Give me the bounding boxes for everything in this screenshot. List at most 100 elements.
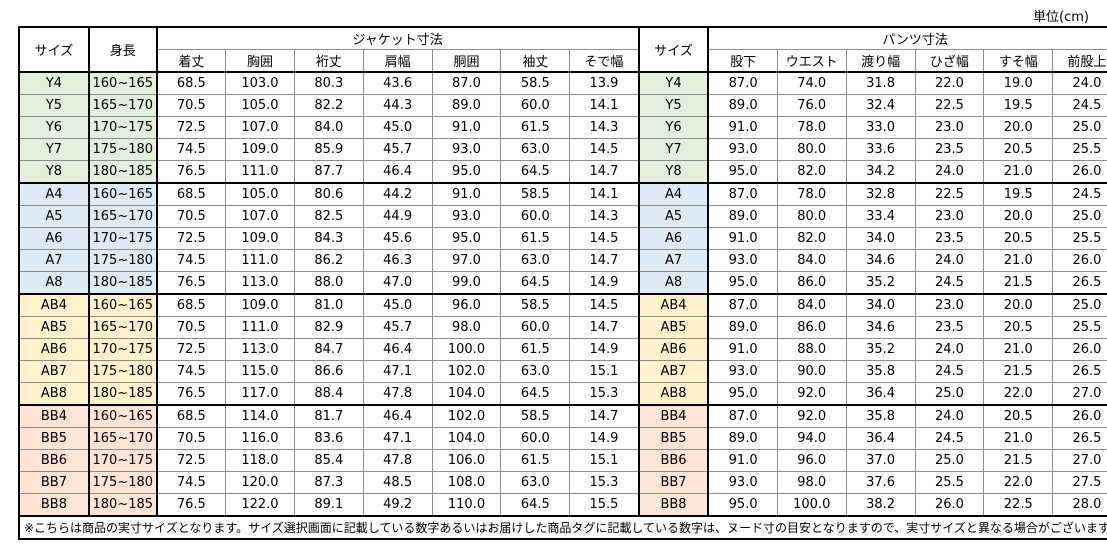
jacket-value: 61.5: [500, 449, 571, 472]
header-size: サイズ: [637, 26, 710, 73]
pants-value: 89.0: [707, 427, 778, 450]
pants-value: 24.0: [914, 338, 985, 361]
pants-value: 26.5: [1052, 427, 1107, 450]
pants-value: 21.5: [983, 360, 1054, 383]
jacket-value: 64.5: [500, 271, 571, 295]
jacket-value: 43.6: [362, 71, 433, 95]
jacket-value: 72.5: [156, 449, 227, 472]
size-cell: AB8: [637, 382, 710, 406]
pants-value: 25.0: [1052, 205, 1107, 228]
height-cell: 165~170: [88, 94, 158, 117]
pants-value: 86.0: [776, 271, 847, 295]
pants-value: 25.0: [914, 449, 985, 472]
pants-value: 24.0: [914, 160, 985, 184]
jacket-column-header: 着丈: [156, 49, 227, 73]
pants-value: 23.5: [914, 227, 985, 250]
pants-value: 24.5: [914, 271, 985, 295]
jacket-value: 45.0: [362, 293, 433, 317]
header-pants: パンツ寸法: [707, 26, 1107, 50]
jacket-value: 58.5: [500, 293, 571, 317]
pants-value: 19.0: [983, 71, 1054, 95]
height-cell: 180~185: [88, 493, 158, 517]
jacket-value: 47.8: [362, 382, 433, 406]
size-cell: AB7: [18, 360, 90, 383]
pants-value: 84.0: [776, 293, 847, 317]
pants-value: 89.0: [707, 94, 778, 117]
jacket-value: 14.7: [569, 404, 640, 428]
size-row: Y7 175~180 74.5 109.0 85.9 45.7 93.0 63.0 14.5 Y7…: [18, 138, 1107, 161]
jacket-value: 72.5: [156, 338, 227, 361]
pants-value: 33.4: [845, 205, 916, 228]
size-cell: Y6: [18, 116, 90, 139]
jacket-value: 86.6: [293, 360, 364, 383]
header-size: サイズ: [18, 26, 90, 73]
size-table: サイズ 身長 ジャケット寸法 サイズ パンツ寸法 着丈 胸囲 裄丈 肩幅 胴囲 袖丈 そで幅 股下 ウエス…: [18, 26, 1107, 540]
pants-value: 36.4: [845, 382, 916, 406]
size-cell: AB4: [637, 293, 710, 317]
jacket-value: 85.9: [293, 138, 364, 161]
pants-column-header: 股下: [707, 49, 778, 73]
pants-value: 34.2: [845, 160, 916, 184]
pants-value: 26.0: [1052, 404, 1107, 428]
pants-value: 90.0: [776, 360, 847, 383]
pants-value: 93.0: [707, 249, 778, 272]
jacket-value: 93.0: [431, 138, 502, 161]
jacket-value: 47.1: [362, 427, 433, 450]
jacket-value: 115.0: [225, 360, 295, 383]
pants-value: 35.2: [845, 338, 916, 361]
size-row: Y6 170~175 72.5 107.0 84.0 45.0 91.0 61.5 14.3 Y6…: [18, 116, 1107, 139]
pants-value: 22.5: [914, 94, 985, 117]
size-cell: Y4: [637, 71, 710, 95]
jacket-value: 76.5: [156, 271, 227, 295]
jacket-value: 14.9: [569, 338, 640, 361]
pants-value: 35.8: [845, 404, 916, 428]
jacket-value: 46.3: [362, 249, 433, 272]
size-row: BB6 170~175 72.5 118.0 85.4 47.8 106.0 61.5 15.1…: [18, 449, 1107, 472]
height-cell: 165~170: [88, 205, 158, 228]
pants-value: 26.0: [914, 493, 985, 517]
header-row: 着丈 胸囲 裄丈 肩幅 胴囲 袖丈 そで幅 股下 ウエスト 渡り幅 ひざ幅 すそ幅 前股上: [19, 49, 1107, 73]
jacket-value: 48.5: [362, 471, 433, 494]
jacket-value: 58.5: [500, 71, 571, 95]
pants-value: 21.0: [983, 160, 1054, 184]
pants-column-header: すそ幅: [983, 49, 1054, 73]
pants-value: 25.5: [1052, 227, 1107, 250]
size-cell: BB8: [637, 493, 710, 517]
jacket-value: 60.0: [500, 427, 571, 450]
jacket-value: 14.9: [569, 427, 640, 450]
jacket-value: 82.2: [293, 94, 364, 117]
height-cell: 170~175: [88, 116, 158, 139]
jacket-value: 109.0: [225, 138, 295, 161]
size-cell: A4: [18, 182, 90, 206]
pants-value: 80.0: [776, 205, 847, 228]
pants-value: 24.5: [1052, 94, 1107, 117]
pants-value: 35.8: [845, 360, 916, 383]
jacket-value: 61.5: [500, 338, 571, 361]
jacket-value: 63.0: [500, 360, 571, 383]
pants-value: 22.0: [983, 382, 1054, 406]
jacket-value: 14.7: [569, 160, 640, 184]
jacket-value: 15.3: [569, 471, 640, 494]
pants-value: 20.0: [983, 293, 1054, 317]
jacket-value: 74.5: [156, 138, 227, 161]
pants-value: 28.0: [1052, 493, 1107, 517]
size-cell: A7: [637, 249, 710, 272]
size-cell: AB6: [637, 338, 710, 361]
jacket-value: 15.5: [569, 493, 640, 517]
pants-value: 23.5: [914, 316, 985, 339]
size-row: Y8 180~185 76.5 111.0 87.7 46.4 95.0 64.5 14.7 Y8…: [18, 160, 1107, 184]
jacket-value: 63.0: [500, 249, 571, 272]
height-cell: 175~180: [88, 360, 158, 383]
jacket-value: 61.5: [500, 227, 571, 250]
size-cell: Y7: [637, 138, 710, 161]
jacket-column-header: そで幅: [569, 49, 640, 73]
pants-value: 87.0: [707, 182, 778, 206]
pants-value: 91.0: [707, 338, 778, 361]
size-row: BB5 165~170 70.5 116.0 83.6 47.1 104.0 60.0 14.9…: [18, 427, 1107, 450]
jacket-value: 84.7: [293, 338, 364, 361]
jacket-value: 102.0: [431, 404, 502, 428]
pants-value: 32.4: [845, 94, 916, 117]
jacket-value: 82.9: [293, 316, 364, 339]
